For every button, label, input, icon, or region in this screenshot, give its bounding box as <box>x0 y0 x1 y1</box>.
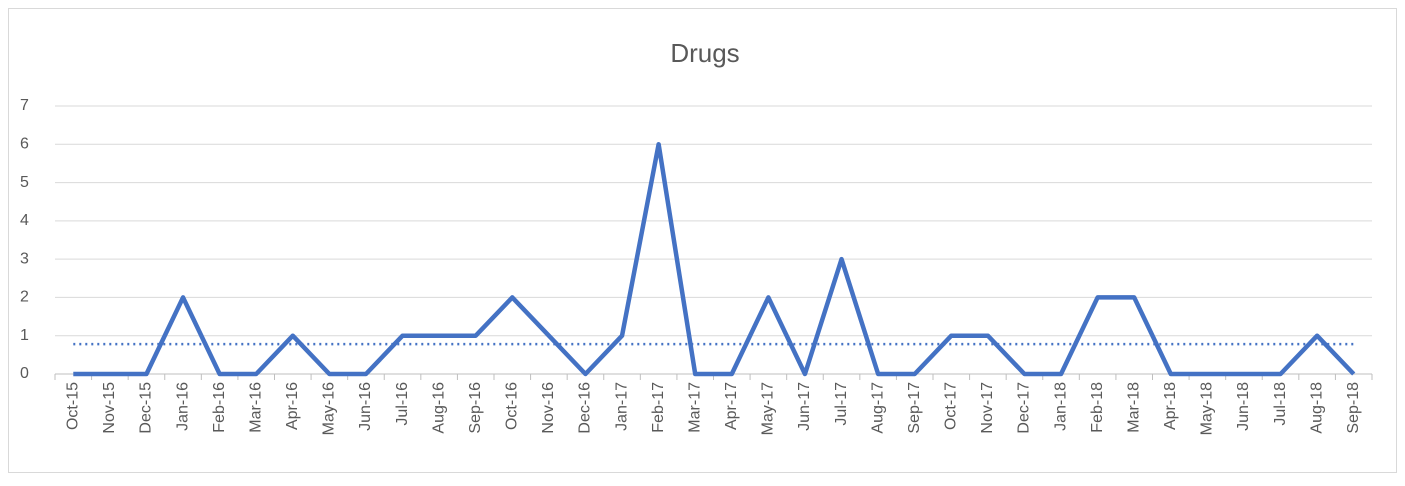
x-tick-label: Feb-16 <box>211 382 228 433</box>
x-tick-label: Nov-16 <box>540 382 557 434</box>
y-tick-label: 5 <box>20 174 29 191</box>
x-tick-label: Dec-16 <box>577 382 594 434</box>
x-tick-label: Jan-17 <box>613 382 630 431</box>
x-tick-label: Feb-17 <box>650 382 667 433</box>
x-tick-label: Jan-16 <box>174 382 191 431</box>
x-tick-label: Aug-18 <box>1308 382 1325 434</box>
x-tick-label: Oct-15 <box>65 382 82 430</box>
x-tick-label: Oct-17 <box>943 382 960 430</box>
chart-border <box>8 8 1397 473</box>
data-line <box>73 142 1356 377</box>
x-tick-label: Mar-16 <box>247 382 264 433</box>
x-tick-label: Apr-17 <box>723 382 740 430</box>
y-tick-label: 4 <box>20 212 29 229</box>
y-tick-label: 7 <box>20 97 29 114</box>
x-tick-label: Aug-16 <box>430 382 447 434</box>
x-tick-label: May-18 <box>1199 382 1216 435</box>
x-tick-label: Jul-17 <box>833 382 850 426</box>
chart-title: Drugs <box>670 38 739 68</box>
x-tick-label: Dec-15 <box>138 382 155 434</box>
x-tick-label: Dec-17 <box>1016 382 1033 434</box>
x-tick-label: Sep-16 <box>467 382 484 434</box>
x-tick-label: Jun-16 <box>357 382 374 431</box>
x-tick-label: Nov-17 <box>979 382 996 434</box>
x-tick-label: Mar-17 <box>686 382 703 433</box>
x-tick-label: Jul-18 <box>1272 382 1289 426</box>
x-tick-label: Jun-17 <box>796 382 813 431</box>
x-tick-label: Jun-18 <box>1235 382 1252 431</box>
x-tick-label: Jan-18 <box>1052 382 1069 431</box>
x-tick-label: Aug-17 <box>869 382 886 434</box>
y-tick-label: 1 <box>20 327 29 344</box>
x-tick-label: Nov-15 <box>101 382 118 434</box>
y-tick-label: 6 <box>20 136 29 153</box>
x-tick-label: Oct-16 <box>504 382 521 430</box>
y-tick-label: 0 <box>20 365 29 382</box>
x-tick-label: Mar-18 <box>1125 382 1142 433</box>
x-tick-label: Sep-17 <box>906 382 923 434</box>
x-tick-label: Apr-18 <box>1162 382 1179 430</box>
x-tick-label: Jul-16 <box>394 382 411 426</box>
x-tick-label: Sep-18 <box>1345 382 1362 434</box>
x-tick-label: May-16 <box>321 382 338 435</box>
y-tick-label: 3 <box>20 250 29 267</box>
x-tick-label: Apr-16 <box>284 382 301 430</box>
y-tick-label: 2 <box>20 289 29 306</box>
x-tick-label: Feb-18 <box>1089 382 1106 433</box>
x-tick-label: May-17 <box>760 382 777 435</box>
